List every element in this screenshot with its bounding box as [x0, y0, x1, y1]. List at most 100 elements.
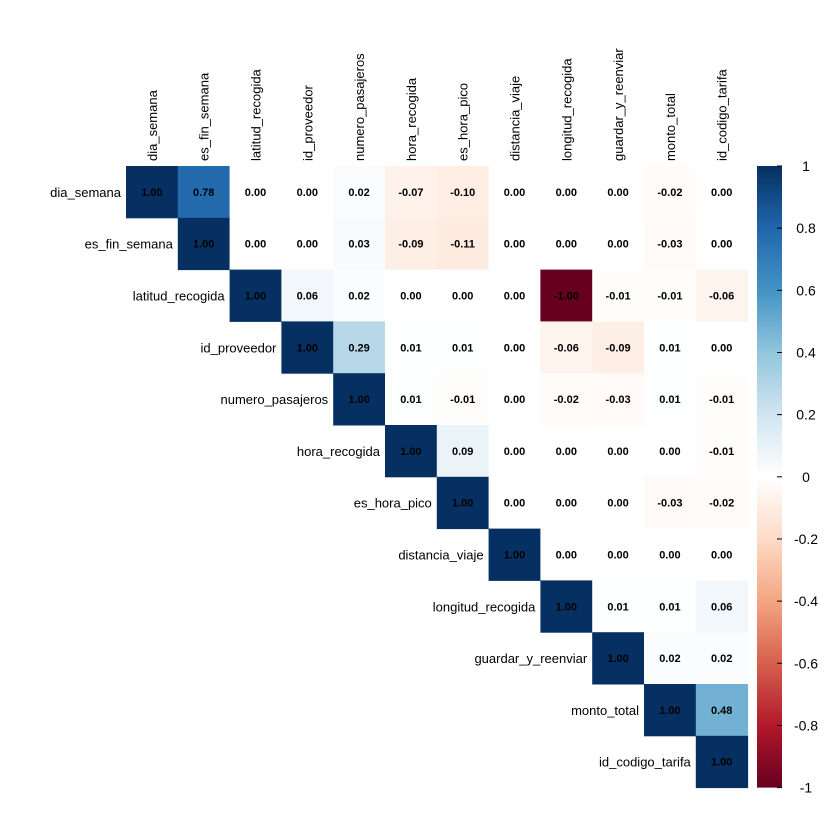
row-labels: dia_semana es_fin_semana latitud_recogidai… — [50, 185, 691, 770]
column-label: guardar_y_reenviar — [611, 48, 626, 161]
heatmap-cell — [436, 425, 490, 478]
cell-value-label: -0.02 — [554, 394, 579, 406]
cell-value-label: 1.00 — [504, 550, 525, 562]
colorbar-tick-label: -0.4 — [794, 593, 818, 609]
heatmap-cell — [126, 166, 179, 219]
cell-value-label: -0.02 — [709, 498, 734, 510]
heatmap-cell — [177, 166, 231, 219]
cell-value-label: 0.00 — [297, 187, 318, 199]
heatmap-cell — [695, 425, 749, 478]
heatmap-cell — [229, 166, 282, 219]
heatmap-cell — [385, 269, 438, 322]
cell-value-label: 0.00 — [711, 550, 732, 562]
cell-value-label: 0.00 — [556, 187, 577, 199]
heatmap-cell — [540, 476, 593, 530]
cell-value-label: 0.00 — [504, 394, 525, 406]
heatmap-cell — [333, 321, 386, 374]
heatmap-cell — [592, 528, 645, 581]
cell-value-label: 0.00 — [607, 550, 628, 562]
heatmap-cell — [281, 269, 334, 322]
heatmap-cell — [436, 166, 490, 219]
heatmap-cell — [281, 217, 334, 271]
heatmap-cell — [488, 425, 541, 478]
heatmap-cell — [644, 476, 697, 530]
cell-value-label: 0.01 — [452, 342, 473, 354]
row-label: es_fin_semana — [85, 237, 174, 252]
cell-value-label: 0.00 — [245, 239, 266, 251]
heatmap-cell — [436, 373, 490, 426]
heatmap-cell — [695, 632, 749, 685]
heatmap-cell — [644, 321, 697, 374]
heatmap-cell — [592, 425, 645, 478]
row-label: id_proveedor — [201, 340, 278, 355]
column-label: id_proveedor — [300, 84, 315, 161]
heatmap-cell — [644, 217, 697, 271]
heatmap-cell — [592, 476, 645, 530]
colorbar-tick-label: -0.8 — [794, 717, 818, 733]
cell-value-label: 0.00 — [504, 498, 525, 510]
cell-value-label: 0.00 — [504, 239, 525, 251]
heatmap-cell — [644, 425, 697, 478]
cell-value-label: 0.00 — [504, 187, 525, 199]
cell-value-label: 0.09 — [452, 446, 473, 458]
cell-value-label: 0.02 — [348, 187, 369, 199]
cell-value-label: 0.00 — [659, 550, 680, 562]
cell-value-label: 0.01 — [400, 394, 421, 406]
heatmap-cell — [644, 373, 697, 426]
cell-value-label: 0.00 — [711, 239, 732, 251]
cell-value-label: 0.00 — [556, 498, 577, 510]
heatmap-cell — [695, 373, 749, 426]
cell-value-label: 0.06 — [297, 291, 318, 303]
cell-value-label: -0.03 — [657, 498, 682, 510]
cell-value-label: 0.01 — [607, 601, 628, 613]
cell-value-label: 0.00 — [504, 446, 525, 458]
heatmap-cell — [592, 632, 645, 685]
heatmap-cell — [695, 580, 749, 633]
cell-value-label: 0.01 — [659, 342, 680, 354]
cell-value-label: -0.09 — [398, 239, 423, 251]
heatmap-cell — [695, 684, 749, 737]
cell-value-label: 0.00 — [556, 239, 577, 251]
cell-value-label: 1.00 — [141, 187, 162, 199]
column-label: dia_semana — [145, 89, 160, 161]
cell-value-label: -0.06 — [554, 342, 579, 354]
heatmap-cell — [592, 269, 645, 322]
heatmap-cell — [540, 166, 593, 219]
cell-value-label: -0.11 — [450, 239, 474, 251]
heatmap-cell — [644, 632, 697, 685]
column-label: distancia_viaje — [508, 76, 523, 161]
colorbar-tick-label: -0.2 — [794, 531, 818, 547]
heatmap-cell — [177, 217, 231, 271]
cell-value-label: 1.00 — [297, 342, 318, 354]
cell-value-label: -0.01 — [709, 394, 734, 406]
cell-value-label: -0.01 — [657, 291, 682, 303]
heatmap-cell — [540, 373, 593, 426]
cell-value-label: -0.03 — [657, 239, 682, 251]
heatmap-cell — [385, 425, 438, 478]
colorbar-tick-label: -0.6 — [794, 655, 818, 671]
cell-value-label: -0.07 — [398, 187, 423, 199]
cell-value-label: 0.00 — [297, 239, 318, 251]
heatmap-cell — [695, 476, 749, 530]
colorbar-tick-label: 0.2 — [796, 407, 816, 423]
heatmap-cell — [695, 528, 749, 581]
heatmap-cell — [695, 217, 749, 271]
cell-value-label: 0.00 — [607, 498, 628, 510]
cell-value-label: 1.00 — [452, 498, 473, 510]
heatmap-cell — [333, 373, 386, 426]
heatmap-cell — [488, 373, 541, 426]
heatmap-cell — [436, 476, 490, 530]
heatmap-cell — [333, 217, 386, 271]
cell-value-label: 0.00 — [504, 342, 525, 354]
column-label: es_hora_pico — [456, 83, 471, 161]
cell-value-label: 0.00 — [711, 342, 732, 354]
heatmap-cell — [488, 321, 541, 374]
cell-value-label: 1.00 — [348, 394, 369, 406]
column-labels: dia_semana es_fin_semana latitud_recogida i… — [145, 48, 730, 161]
cell-value-label: 0.00 — [245, 187, 266, 199]
column-label: es_fin_semana — [197, 72, 212, 161]
heatmap-cell — [488, 528, 541, 581]
heatmap-cell — [436, 269, 490, 322]
heatmap-cell — [385, 217, 438, 271]
